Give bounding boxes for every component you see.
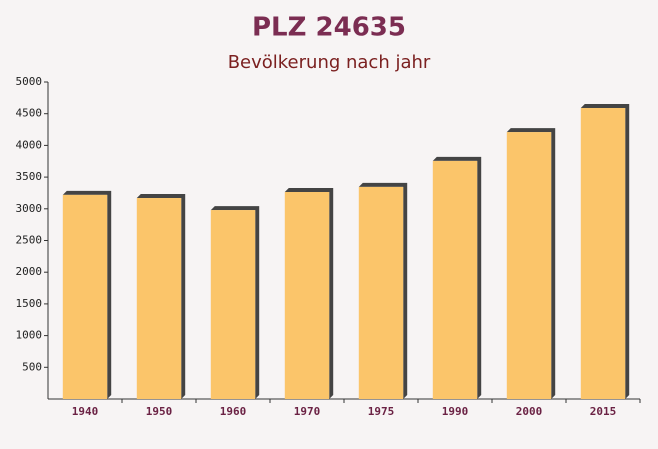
x-tick-label: 1990 xyxy=(442,405,469,418)
x-tick-label: 1960 xyxy=(220,405,247,418)
y-tick-label: 3500 xyxy=(16,170,43,183)
bar xyxy=(580,107,626,399)
chart-title: PLZ 24635 xyxy=(252,13,406,43)
x-tick-label: 1950 xyxy=(146,405,173,418)
bar xyxy=(284,191,330,399)
bar xyxy=(62,194,108,399)
y-tick-label: 2500 xyxy=(16,234,43,247)
bar xyxy=(506,132,552,399)
y-tick-label: 2000 xyxy=(16,265,43,278)
y-tick-label: 1000 xyxy=(16,329,43,342)
chart-subtitle: Bevölkerung nach jahr xyxy=(228,52,431,73)
x-tick-label: 1975 xyxy=(368,405,395,418)
y-tick-label: 5000 xyxy=(16,75,43,88)
bar xyxy=(432,160,478,399)
bar xyxy=(358,186,404,399)
y-tick-label: 500 xyxy=(22,360,42,373)
y-tick-label: 4000 xyxy=(16,138,43,151)
y-tick-label: 3000 xyxy=(16,202,43,215)
x-tick-label: 1970 xyxy=(294,405,321,418)
bar xyxy=(136,198,182,399)
x-tick-label: 2000 xyxy=(516,405,543,418)
bar xyxy=(210,210,256,399)
y-tick-label: 4500 xyxy=(16,107,43,120)
x-tick-label: 2015 xyxy=(590,405,617,418)
x-tick-label: 1940 xyxy=(72,405,99,418)
y-tick-label: 1500 xyxy=(16,297,43,310)
